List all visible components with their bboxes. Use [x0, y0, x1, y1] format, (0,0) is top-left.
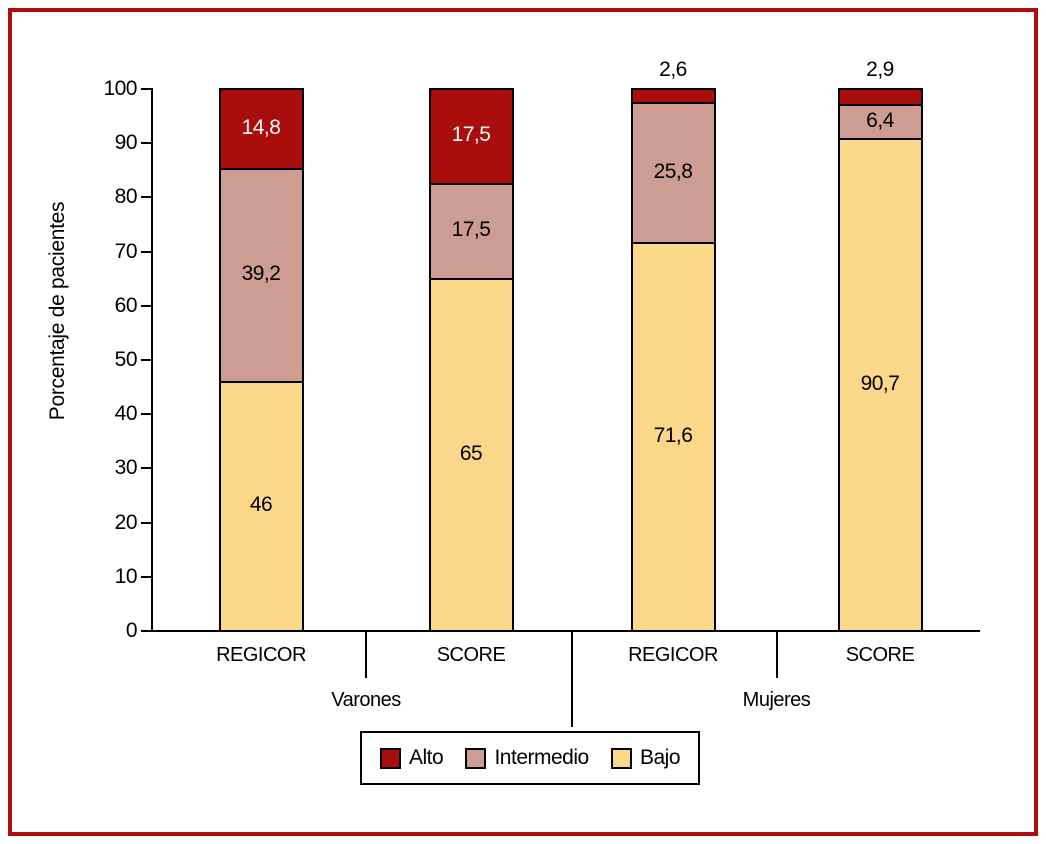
- bar-value-label: 6,4: [866, 109, 894, 133]
- y-tick-label: 60: [114, 293, 138, 317]
- group-label: Mujeres: [742, 689, 811, 711]
- legend-item: Bajo: [610, 746, 681, 770]
- bar-segment: [428, 182, 514, 278]
- bar-segment: [428, 88, 514, 183]
- bar-value-label: 25,8: [653, 159, 693, 183]
- y-tick: [141, 359, 151, 361]
- x-axis-line: [151, 630, 980, 632]
- y-tick-label: 0: [125, 619, 138, 642]
- y-tick: [141, 250, 151, 253]
- bar-value-label: 90,7: [860, 372, 900, 396]
- y-axis-title: Porcentaje de pacientes: [46, 201, 69, 421]
- bar-segment: [428, 277, 514, 632]
- group-divider: [571, 630, 573, 727]
- category-label: SCORE: [845, 644, 915, 666]
- legend-label: Intermedio: [494, 746, 589, 769]
- bar-segment: [630, 102, 716, 242]
- y-tick: [141, 575, 151, 578]
- category-divider: [365, 630, 367, 678]
- bar-segment: [218, 88, 304, 169]
- legend-label: Bajo: [639, 746, 681, 769]
- y-tick-label: 40: [114, 402, 138, 426]
- bar-segment: [630, 88, 716, 103]
- legend-label: Alto: [409, 746, 444, 769]
- y-tick: [141, 142, 151, 145]
- y-tick: [141, 467, 151, 470]
- group-label: Varones: [331, 689, 401, 711]
- y-axis-line: [151, 88, 153, 632]
- legend-item: Intermedio: [465, 746, 589, 770]
- y-tick: [141, 304, 151, 307]
- bar-value-label: 17,5: [451, 218, 491, 242]
- y-tick-label: 70: [114, 239, 138, 263]
- y-tick: [141, 630, 151, 632]
- bar-segment: [218, 168, 304, 381]
- bar-value-label: 71,6: [653, 423, 693, 447]
- category-label: REGICOR: [216, 644, 306, 666]
- bar-value-label: 2,9: [866, 58, 894, 81]
- y-tick-label: 90: [114, 131, 138, 155]
- legend-swatch-icon: [465, 747, 487, 769]
- y-tick-label: 10: [114, 564, 138, 588]
- y-tick: [141, 413, 151, 416]
- bar-segment: [837, 88, 923, 104]
- y-tick: [141, 88, 151, 90]
- y-tick: [141, 196, 151, 199]
- y-tick-label: 80: [114, 185, 138, 209]
- legend-swatch-icon: [380, 747, 401, 769]
- y-tick-label: 30: [114, 456, 138, 480]
- legend-box: Alto Intermedio Bajo: [360, 731, 700, 785]
- bar-value-label: 65: [459, 441, 483, 465]
- bar-value-label: 39,2: [241, 262, 281, 286]
- y-tick-label: 50: [114, 348, 138, 371]
- category-divider: [775, 630, 778, 678]
- bar-value-label: 2,6: [659, 58, 687, 81]
- legend-item: Alto: [380, 746, 444, 770]
- y-tick: [141, 521, 151, 524]
- bar-segment: [837, 138, 923, 632]
- category-label: REGICOR: [628, 644, 718, 666]
- y-tick-label: 100: [103, 77, 137, 100]
- bar-segment: [218, 380, 304, 632]
- bar-segment: [630, 241, 716, 632]
- category-label: SCORE: [436, 644, 506, 666]
- y-tick-label: 20: [114, 510, 138, 534]
- legend-swatch-icon: [610, 747, 632, 769]
- bar-segment: [837, 103, 923, 139]
- bar-value-label: 14,8: [241, 116, 281, 140]
- bar-value-label: 46: [249, 493, 273, 517]
- bar-value-label: 17,5: [451, 123, 491, 147]
